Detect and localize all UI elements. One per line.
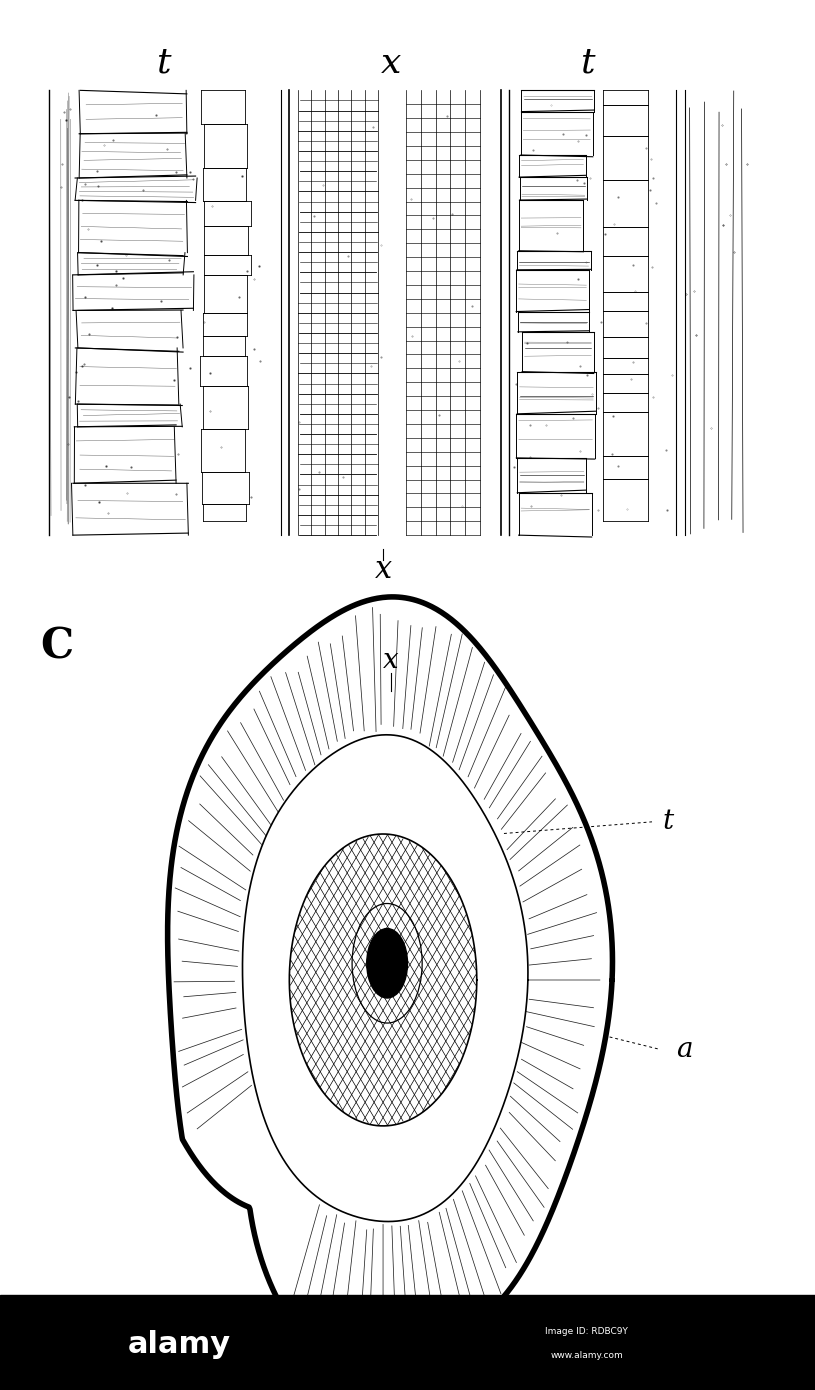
Text: Image ID: RDBC9Y: Image ID: RDBC9Y bbox=[545, 1327, 628, 1336]
Text: x: x bbox=[374, 555, 392, 585]
Text: C: C bbox=[41, 626, 73, 667]
Text: t: t bbox=[663, 809, 674, 835]
Circle shape bbox=[367, 929, 408, 998]
Text: www.alamy.com: www.alamy.com bbox=[550, 1351, 623, 1359]
Text: t: t bbox=[579, 46, 594, 79]
Text: a: a bbox=[676, 1036, 693, 1063]
Bar bbox=[0, 1295, 815, 1390]
Text: alamy: alamy bbox=[128, 1330, 231, 1358]
Text: t: t bbox=[156, 46, 170, 79]
Text: x: x bbox=[381, 46, 401, 79]
Text: x: x bbox=[383, 648, 399, 674]
